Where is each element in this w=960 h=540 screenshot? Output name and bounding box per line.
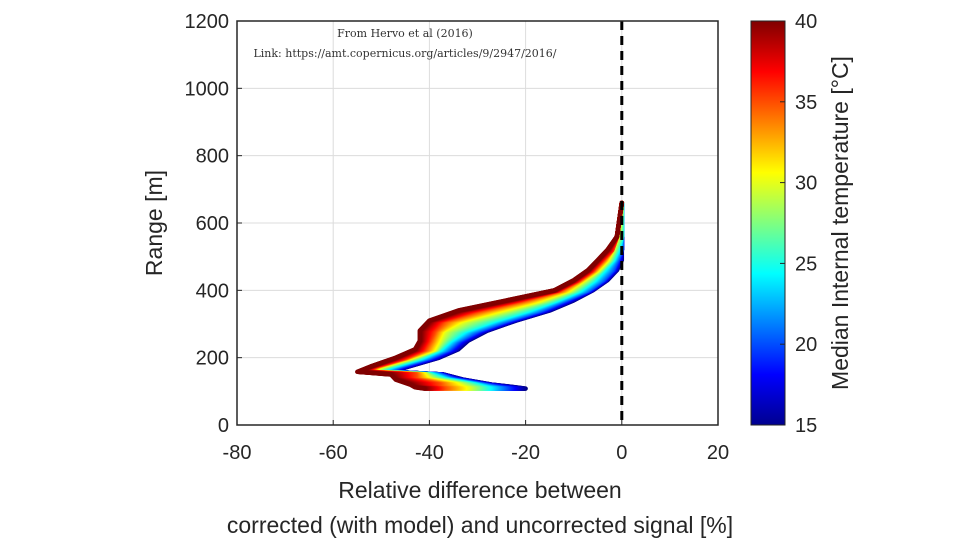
source-note-line1: From Hervo et al (2016)	[337, 27, 473, 40]
y-axis-label: Range [m]	[141, 170, 167, 276]
x-axis-label-line1: Relative difference between	[338, 477, 621, 503]
colorbar	[750, 20, 786, 426]
colorbar-tick-label: 30	[795, 173, 817, 195]
x-axis-ticks: -80 -60 -40 -20 0 20	[223, 420, 729, 464]
y-tick-label: 600	[196, 213, 229, 235]
x-tick-label: -60	[319, 442, 348, 464]
temperature-profile-line	[355, 200, 625, 391]
x-axis-label-line2: corrected (with model) and uncorrected s…	[227, 512, 733, 538]
colorbar-tick-label: 40	[795, 11, 817, 33]
y-tick-label: 400	[196, 280, 229, 302]
colorbar-ticks: 15 20 25 30 35 40	[780, 11, 817, 437]
x-tick-label: -80	[223, 442, 252, 464]
x-tick-label: 20	[707, 442, 729, 464]
source-note-line2: Link: https://amt.copernicus.org/article…	[253, 47, 556, 60]
grid	[236, 20, 719, 426]
y-tick-label: 200	[196, 348, 229, 370]
colorbar-tick-label: 15	[795, 415, 817, 437]
colorbar-tick-label: 20	[795, 334, 817, 356]
colorbar-tick-label: 35	[795, 92, 817, 114]
y-tick-label: 1200	[185, 11, 230, 33]
colorbar-tick-label: 25	[795, 253, 817, 275]
series-layer	[355, 200, 625, 391]
x-tick-label: 0	[616, 442, 627, 464]
y-tick-label: 0	[218, 415, 229, 437]
colorbar-label: Median Internal temperature [°C]	[827, 56, 853, 390]
x-tick-label: -40	[415, 442, 444, 464]
x-tick-label: -20	[511, 442, 540, 464]
y-tick-label: 800	[196, 146, 229, 168]
y-axis-ticks: 0 200 400 600 800 1000 1200	[185, 11, 242, 437]
y-tick-label: 1000	[185, 78, 230, 100]
